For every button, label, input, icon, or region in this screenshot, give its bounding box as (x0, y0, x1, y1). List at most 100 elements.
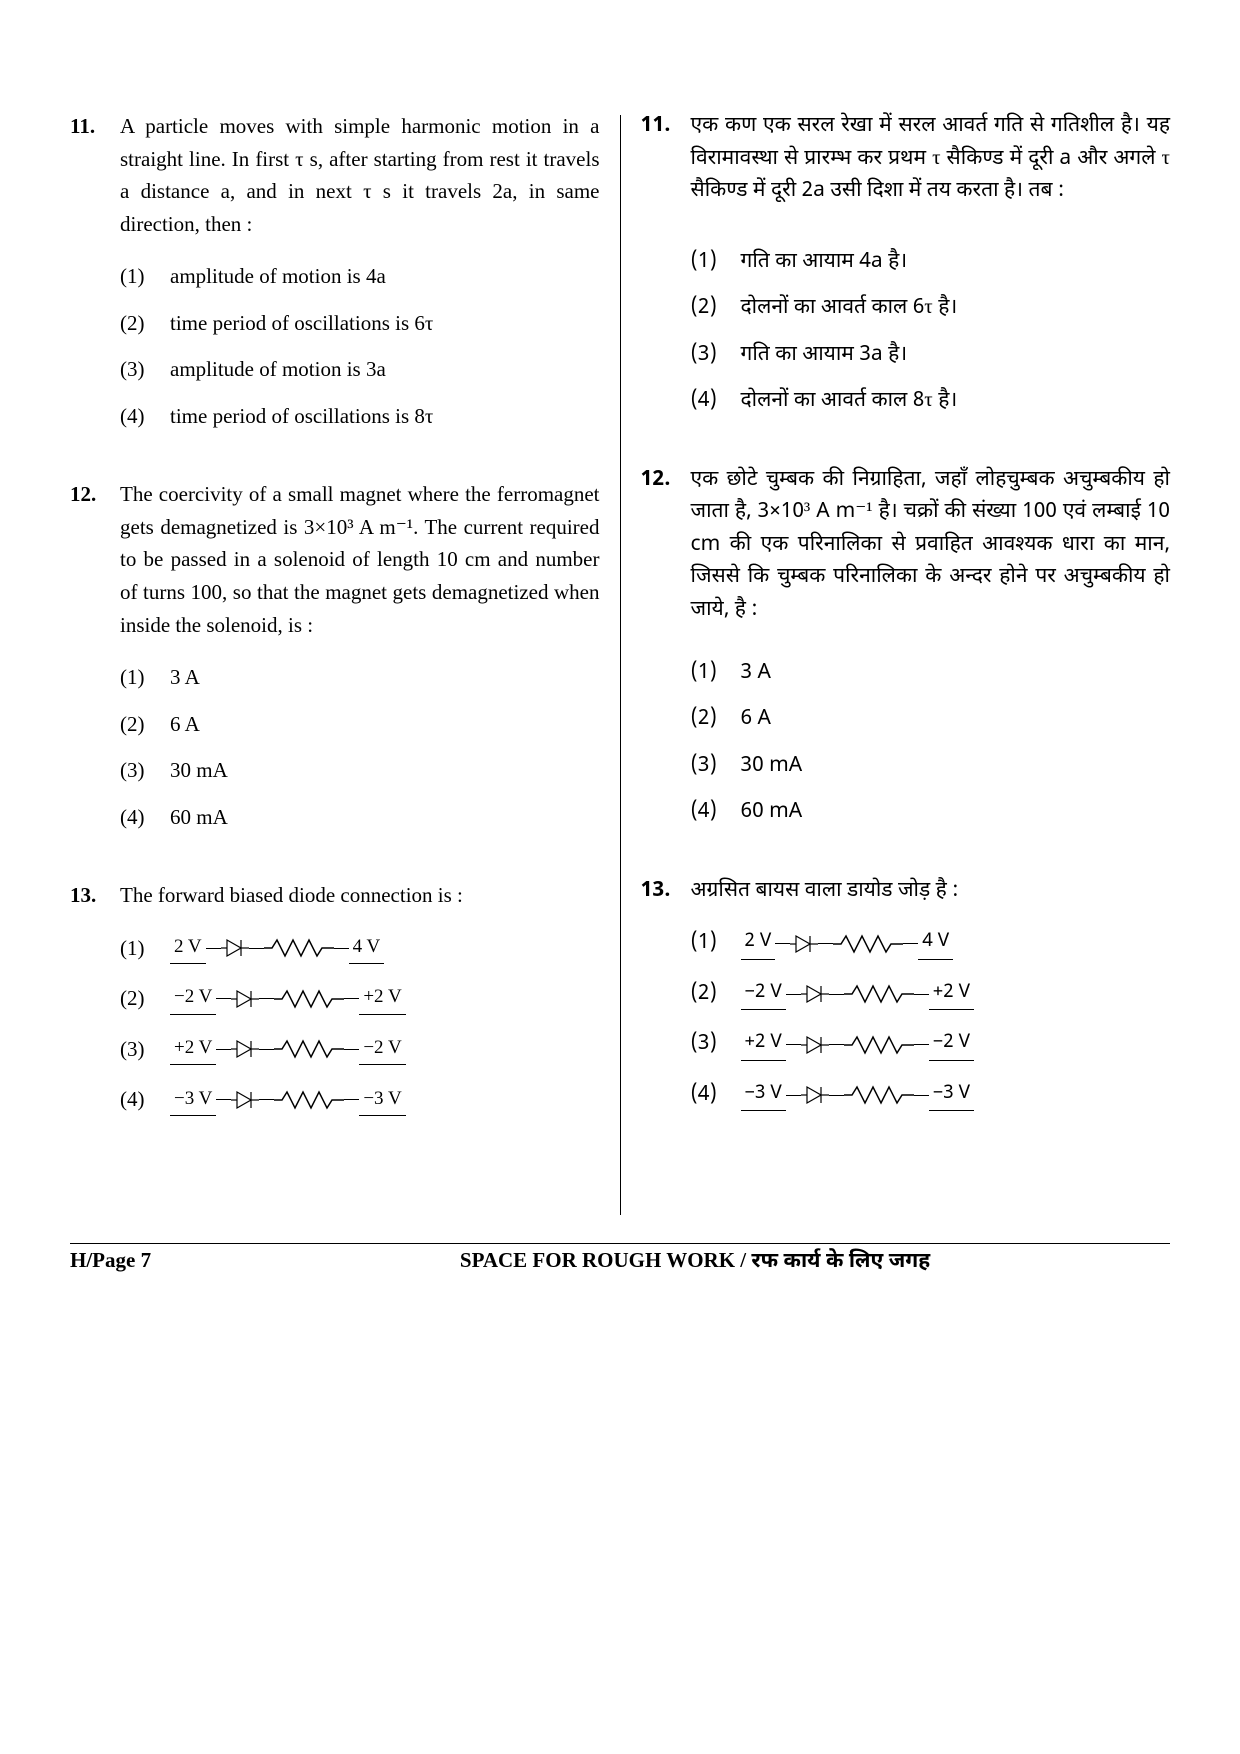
wire-icon (775, 943, 790, 944)
wire-icon (216, 1099, 231, 1100)
option-number: (4) (691, 796, 741, 829)
circuit-option: (2)−2 V+2 V (120, 982, 600, 1015)
wire-icon (216, 1049, 231, 1050)
voltage-left: −3 V (170, 1084, 216, 1116)
option-number: (2) (120, 708, 170, 741)
voltage-left: −3 V (741, 1079, 786, 1111)
voltage-left: 2 V (741, 927, 776, 959)
option-4: (4)time period of oscillations is 8τ (120, 400, 600, 433)
question-12-en: 12. The coercivity of a small magnet whe… (70, 478, 600, 847)
options: (1)2 V4 V(2)−2 V+2 V(3)+2 V−2 V(4)−3 V−3… (691, 927, 1171, 1111)
diode-icon (801, 983, 829, 1005)
option-4: (4)दोलनों का आवर्त काल 8τ है। (691, 385, 1171, 418)
options: (1)amplitude of motion is 4a (2)time per… (120, 260, 600, 432)
question-body: अग्रसित बायस वाला डायोड जोड़ है : (1)2 V… (691, 875, 1171, 1130)
circuit-option: (3)+2 V−2 V (120, 1033, 600, 1066)
option-text: 60 mA (170, 801, 600, 834)
question-number: 13. (70, 879, 120, 1134)
voltage-left: +2 V (170, 1033, 216, 1065)
diode-icon (231, 1038, 259, 1060)
option-3: (3)30 mA (691, 750, 1171, 783)
wire-icon (914, 1044, 929, 1045)
question-13-hi: 13. अग्रसित बायस वाला डायोड जोड़ है : (1… (641, 875, 1171, 1130)
diode-icon (231, 1089, 259, 1111)
option-1: (1)3 A (120, 661, 600, 694)
wire-icon (334, 948, 349, 949)
voltage-right: 4 V (918, 927, 953, 959)
question-text: एक कण एक सरल रेखा में सरल आवर्त गति से ग… (691, 112, 1171, 205)
wire-icon (786, 1095, 801, 1096)
resistor-icon (844, 1034, 914, 1056)
question-13-en: 13. The forward biased diode connection … (70, 879, 600, 1134)
option-text: 30 mA (170, 754, 600, 787)
wire-icon (786, 1044, 801, 1045)
options: (1)गति का आयाम 4a है। (2)दोलनों का आवर्त… (691, 246, 1171, 418)
wire-icon (903, 943, 918, 944)
diode-icon (231, 988, 259, 1010)
option-number: (1) (120, 661, 170, 694)
option-number: (4) (120, 1083, 170, 1116)
question-text: The coercivity of a small magnet where t… (120, 482, 600, 636)
wire-icon (259, 1049, 274, 1050)
option-2: (2)6 A (691, 703, 1171, 736)
wire-icon (818, 943, 833, 944)
rough-work-hi: रफ कार्य के लिए जगह (751, 1248, 930, 1276)
option-2: (2)6 A (120, 708, 600, 741)
option-text: 60 mA (741, 796, 1171, 829)
question-body: The forward biased diode connection is :… (120, 879, 600, 1134)
option-number: (4) (120, 801, 170, 834)
option-text: दोलनों का आवर्त काल 8τ है। (741, 385, 1171, 418)
option-number: (3) (120, 754, 170, 787)
wire-icon (249, 948, 264, 949)
resistor-icon (844, 1084, 914, 1106)
resistor-icon (844, 983, 914, 1005)
option-text: amplitude of motion is 3a (170, 353, 600, 386)
option-1: (1)3 A (691, 657, 1171, 690)
circuit-diagram: +2 V−2 V (741, 1030, 975, 1060)
wire-icon (914, 1095, 929, 1096)
option-number: (4) (691, 1079, 741, 1112)
wire-icon (786, 994, 801, 995)
option-2: (2)दोलनों का आवर्त काल 6τ है। (691, 292, 1171, 325)
option-number: (2) (691, 703, 741, 736)
circuit-diagram: 2 V 4 V (741, 929, 954, 959)
question-number: 12. (641, 464, 691, 843)
option-number: (4) (691, 385, 741, 418)
question-text: अग्रसित बायस वाला डायोड जोड़ है : (691, 877, 959, 905)
option-text: 3 A (170, 661, 600, 694)
diode-icon (221, 937, 249, 959)
option-number: (2) (691, 292, 741, 325)
question-body: The coercivity of a small magnet where t… (120, 478, 600, 847)
option-number: (3) (691, 750, 741, 783)
option-2: (2)time period of oscillations is 6τ (120, 307, 600, 340)
circuit-diagram: −2 V+2 V (170, 984, 406, 1014)
circuit-option: (1)2 V4 V (120, 932, 600, 965)
wire-icon (259, 1099, 274, 1100)
question-text: The forward biased diode connection is : (120, 883, 463, 907)
option-1: (1)गति का आयाम 4a है। (691, 246, 1171, 279)
options: (1)3 A (2)6 A (3)30 mA (4)60 mA (120, 661, 600, 833)
resistor-icon (274, 1089, 344, 1111)
option-number: (1) (691, 657, 741, 690)
wire-icon (829, 1044, 844, 1045)
option-4: (4)60 mA (120, 801, 600, 834)
wire-icon (344, 1099, 359, 1100)
voltage-right: −2 V (359, 1033, 405, 1065)
circuit-diagram: 2 V4 V (170, 933, 384, 963)
option-text: गति का आयाम 4a है। (741, 246, 1171, 279)
question-number: 11. (641, 110, 691, 432)
wire-icon (829, 1095, 844, 1096)
circuit-diagram: −3 V−3 V (741, 1080, 975, 1110)
voltage-left: +2 V (741, 1028, 786, 1060)
option-number: (1) (691, 927, 741, 960)
voltage-left: −2 V (170, 982, 216, 1014)
page-footer: H/Page 7 SPACE FOR ROUGH WORK / रफ कार्य… (70, 1248, 1170, 1276)
option-number: (1) (120, 260, 170, 293)
wire-icon (914, 994, 929, 995)
option-number: (3) (691, 339, 741, 372)
content-columns: 11. A particle moves with simple harmoni… (70, 110, 1170, 1215)
option-number: (3) (120, 353, 170, 386)
question-number: 13. (641, 875, 691, 1130)
option-text: 3 A (741, 657, 1171, 690)
voltage-left: 2 V (170, 932, 206, 964)
